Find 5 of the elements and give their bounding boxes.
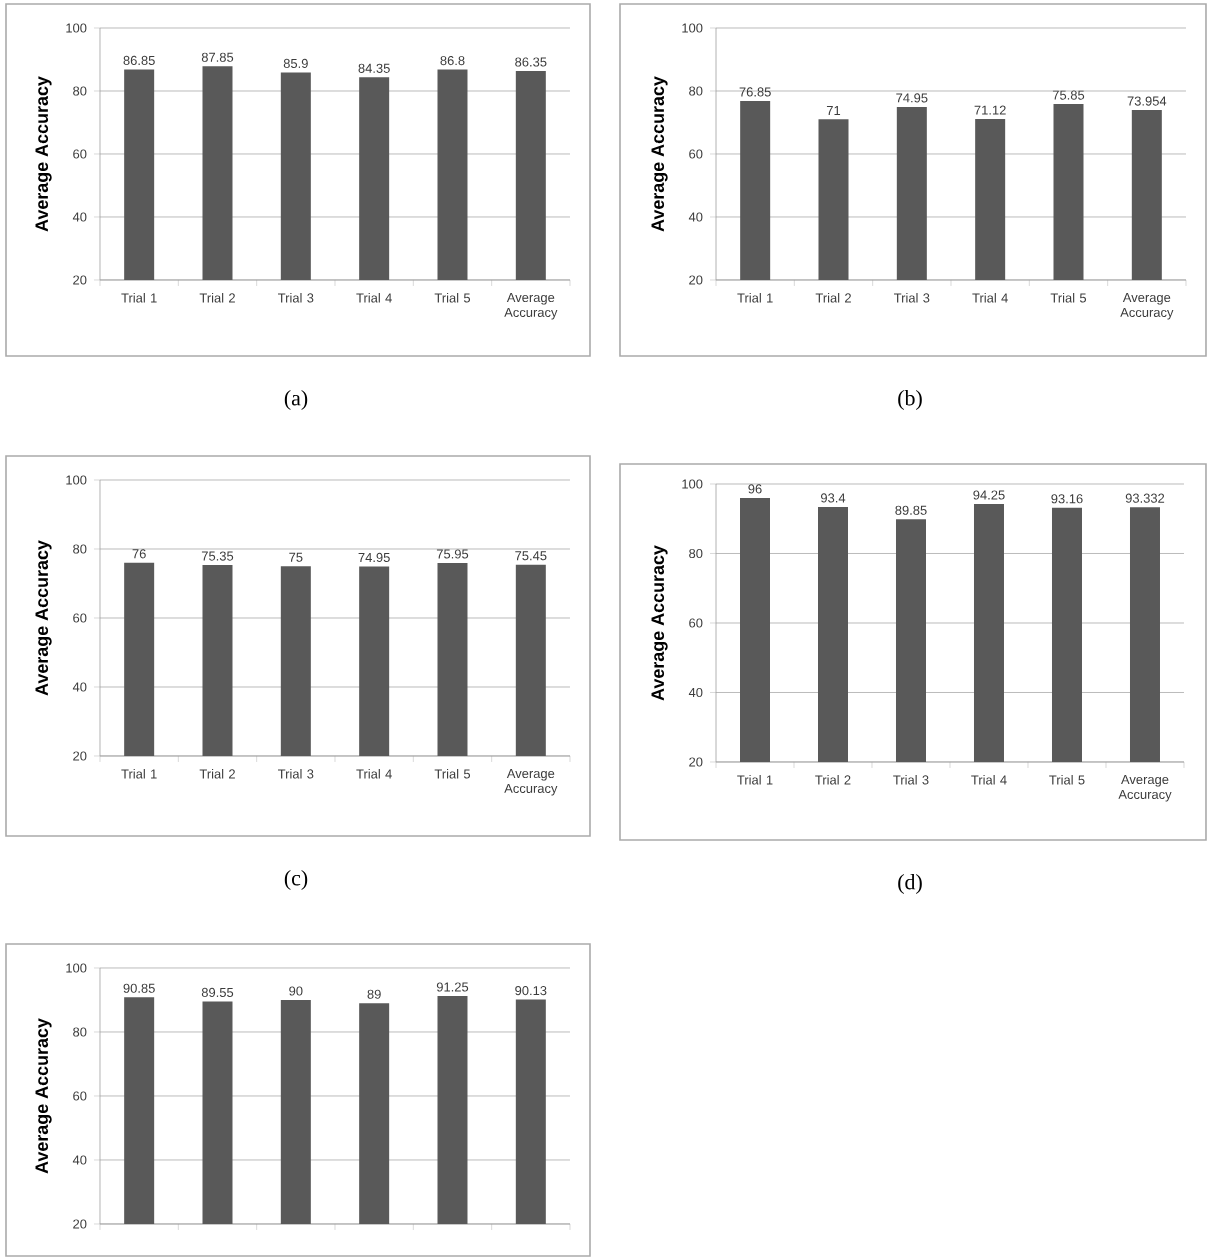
text: (c) <box>284 870 308 890</box>
text: (b) <box>898 390 922 410</box>
y-axis-title: Average Accuracy <box>35 1018 52 1174</box>
text: (d) <box>898 874 922 894</box>
text: (a) <box>284 390 308 410</box>
